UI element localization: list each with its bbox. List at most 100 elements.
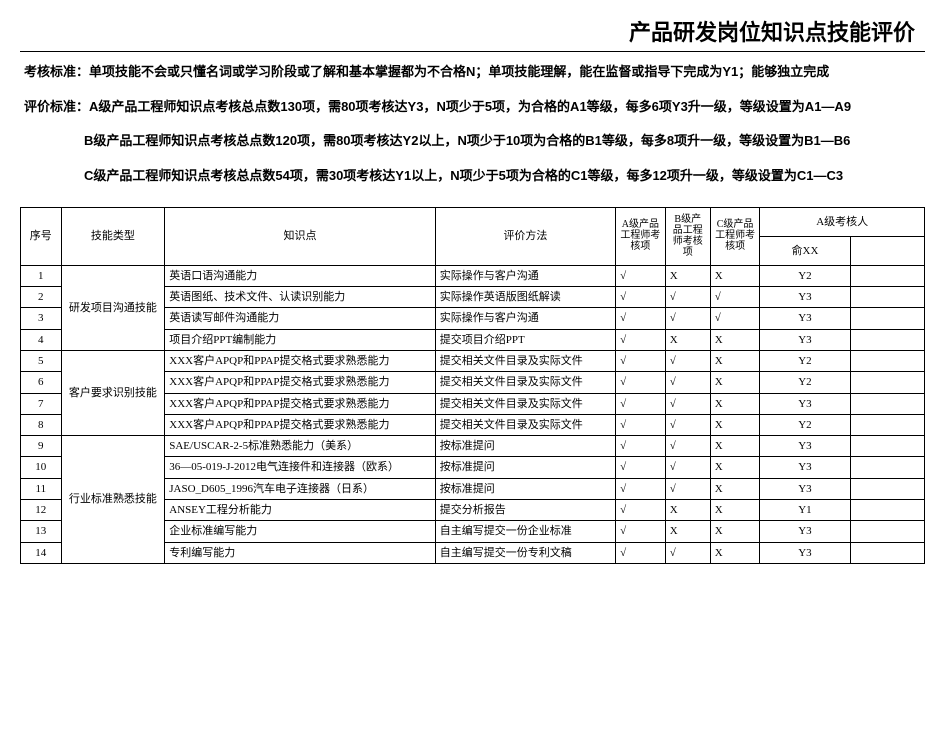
cell-auditor-1: Y2 xyxy=(760,265,850,286)
cell-knowledge-point: XXX客户APQP和PPAP提交格式要求熟悉能力 xyxy=(165,372,436,393)
cell-auditor-2 xyxy=(850,308,924,329)
cell-seq: 7 xyxy=(21,393,62,414)
cell-auditor-2 xyxy=(850,542,924,563)
cell-check-b: √ xyxy=(665,287,710,308)
cell-auditor-2 xyxy=(850,414,924,435)
cell-seq: 10 xyxy=(21,457,62,478)
th-seq: 序号 xyxy=(21,207,62,265)
cell-check-b: √ xyxy=(665,372,710,393)
cell-check-a: √ xyxy=(616,414,666,435)
cell-check-b: √ xyxy=(665,436,710,457)
cell-check-c: X xyxy=(710,265,760,286)
cell-check-a: √ xyxy=(616,478,666,499)
cell-check-c: X xyxy=(710,414,760,435)
cell-eval-method: 实际操作与客户沟通 xyxy=(435,265,615,286)
cell-check-a: √ xyxy=(616,372,666,393)
cell-seq: 4 xyxy=(21,329,62,350)
cell-auditor-1: Y3 xyxy=(760,329,850,350)
cell-check-c: X xyxy=(710,393,760,414)
cell-skill-type: 研发项目沟通技能 xyxy=(61,265,165,350)
cell-knowledge-point: 专利编写能力 xyxy=(165,542,436,563)
cell-check-b: √ xyxy=(665,457,710,478)
cell-seq: 6 xyxy=(21,372,62,393)
table-row: 5客户要求识别技能XXX客户APQP和PPAP提交格式要求熟悉能力提交相关文件目… xyxy=(21,350,925,371)
cell-check-b: √ xyxy=(665,414,710,435)
cell-check-a: √ xyxy=(616,436,666,457)
criteria-block: 考核标准：单项技能不会或只懂名词或学习阶段或了解和基本掌握都为不合格N；单项技能… xyxy=(20,51,925,207)
cell-check-a: √ xyxy=(616,521,666,542)
cell-check-c: X xyxy=(710,329,760,350)
cell-seq: 11 xyxy=(21,478,62,499)
th-c-item: C级产品工程师考核项 xyxy=(710,207,760,265)
table-row: 9行业标准熟悉技能SAE/USCAR-2-5标准熟悉能力（美系）按标准提问√√X… xyxy=(21,436,925,457)
cell-auditor-2 xyxy=(850,500,924,521)
cell-check-b: X xyxy=(665,500,710,521)
cell-eval-method: 实际操作与客户沟通 xyxy=(435,308,615,329)
cell-check-c: X xyxy=(710,457,760,478)
cell-knowledge-point: XXX客户APQP和PPAP提交格式要求熟悉能力 xyxy=(165,350,436,371)
cell-auditor-2 xyxy=(850,478,924,499)
cell-check-c: √ xyxy=(710,287,760,308)
cell-eval-method: 自主编写提交一份企业标准 xyxy=(435,521,615,542)
cell-knowledge-point: 英语读写邮件沟通能力 xyxy=(165,308,436,329)
cell-auditor-1: Y3 xyxy=(760,542,850,563)
th-a-item: A级产品工程师考核项 xyxy=(616,207,666,265)
cell-eval-method: 自主编写提交一份专利文稿 xyxy=(435,542,615,563)
cell-auditor-1: Y2 xyxy=(760,414,850,435)
cell-knowledge-point: XXX客户APQP和PPAP提交格式要求熟悉能力 xyxy=(165,393,436,414)
table-row: 1研发项目沟通技能英语口语沟通能力实际操作与客户沟通√XXY2 xyxy=(21,265,925,286)
cell-auditor-2 xyxy=(850,265,924,286)
cell-check-c: X xyxy=(710,372,760,393)
cell-check-c: √ xyxy=(710,308,760,329)
cell-auditor-1: Y3 xyxy=(760,457,850,478)
cell-eval-method: 按标准提问 xyxy=(435,436,615,457)
cell-seq: 1 xyxy=(21,265,62,286)
cell-auditor-1: Y1 xyxy=(760,500,850,521)
cell-seq: 5 xyxy=(21,350,62,371)
cell-eval-method: 提交项目介绍PPT xyxy=(435,329,615,350)
th-auditor-name: 俞XX xyxy=(760,236,850,265)
cell-check-a: √ xyxy=(616,500,666,521)
skill-table: 序号 技能类型 知识点 评价方法 A级产品工程师考核项 B级产品工程师考核项 C… xyxy=(20,207,925,564)
cell-check-b: X xyxy=(665,329,710,350)
cell-check-c: X xyxy=(710,436,760,457)
cell-auditor-2 xyxy=(850,287,924,308)
cell-auditor-2 xyxy=(850,457,924,478)
cell-auditor-2 xyxy=(850,329,924,350)
th-a-auditor: A级考核人 xyxy=(760,207,925,236)
cell-check-b: √ xyxy=(665,308,710,329)
cell-check-c: X xyxy=(710,500,760,521)
th-auditor-blank xyxy=(850,236,924,265)
cell-auditor-1: Y3 xyxy=(760,521,850,542)
cell-check-a: √ xyxy=(616,329,666,350)
cell-check-a: √ xyxy=(616,265,666,286)
cell-seq: 3 xyxy=(21,308,62,329)
cell-knowledge-point: XXX客户APQP和PPAP提交格式要求熟悉能力 xyxy=(165,414,436,435)
cell-eval-method: 按标准提问 xyxy=(435,457,615,478)
cell-check-b: X xyxy=(665,265,710,286)
cell-auditor-2 xyxy=(850,393,924,414)
cell-check-b: X xyxy=(665,521,710,542)
cell-auditor-2 xyxy=(850,521,924,542)
cell-check-a: √ xyxy=(616,457,666,478)
criteria-line-1: 考核标准：单项技能不会或只懂名词或学习阶段或了解和基本掌握都为不合格N；单项技能… xyxy=(24,60,921,85)
cell-knowledge-point: 36—05-019-J-2012电气连接件和连接器（欧系） xyxy=(165,457,436,478)
cell-seq: 9 xyxy=(21,436,62,457)
cell-check-c: X xyxy=(710,478,760,499)
cell-eval-method: 提交分析报告 xyxy=(435,500,615,521)
cell-knowledge-point: ANSEY工程分析能力 xyxy=(165,500,436,521)
cell-auditor-1: Y3 xyxy=(760,393,850,414)
cell-auditor-1: Y3 xyxy=(760,308,850,329)
cell-seq: 2 xyxy=(21,287,62,308)
cell-check-b: √ xyxy=(665,478,710,499)
cell-check-c: X xyxy=(710,542,760,563)
table-head: 序号 技能类型 知识点 评价方法 A级产品工程师考核项 B级产品工程师考核项 C… xyxy=(21,207,925,265)
cell-knowledge-point: 英语口语沟通能力 xyxy=(165,265,436,286)
cell-check-a: √ xyxy=(616,308,666,329)
cell-knowledge-point: 企业标准编写能力 xyxy=(165,521,436,542)
cell-seq: 13 xyxy=(21,521,62,542)
th-skill-type: 技能类型 xyxy=(61,207,165,265)
cell-auditor-2 xyxy=(850,372,924,393)
cell-auditor-1: Y3 xyxy=(760,287,850,308)
cell-eval-method: 提交相关文件目录及实际文件 xyxy=(435,414,615,435)
